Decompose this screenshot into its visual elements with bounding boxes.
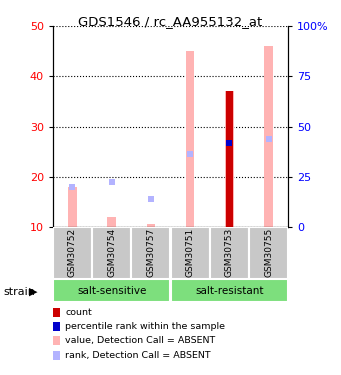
Text: GSM30753: GSM30753	[225, 228, 234, 277]
Text: ▶: ▶	[29, 287, 38, 297]
Bar	[210, 227, 249, 279]
Bar	[264, 46, 273, 227]
Text: GSM30754: GSM30754	[107, 228, 116, 277]
Text: GSM30752: GSM30752	[68, 228, 77, 277]
Text: GSM30751: GSM30751	[186, 228, 195, 277]
Bar	[171, 227, 209, 279]
Bar	[92, 227, 131, 279]
Text: GSM30755: GSM30755	[264, 228, 273, 277]
Text: GSM30757: GSM30757	[146, 228, 155, 277]
Bar	[171, 279, 288, 302]
Bar	[68, 187, 77, 227]
Bar	[53, 279, 170, 302]
Text: percentile rank within the sample: percentile rank within the sample	[65, 322, 225, 331]
Bar	[147, 224, 155, 227]
Bar	[249, 227, 288, 279]
Text: strain: strain	[3, 287, 35, 297]
Bar	[225, 92, 234, 227]
Text: salt-resistant: salt-resistant	[195, 286, 264, 296]
Bar	[226, 92, 233, 227]
Bar	[53, 227, 92, 279]
Bar	[107, 217, 116, 227]
Text: GDS1546 / rc_AA955132_at: GDS1546 / rc_AA955132_at	[78, 15, 263, 28]
Text: salt-sensitive: salt-sensitive	[77, 286, 146, 296]
Bar	[186, 51, 194, 227]
Text: rank, Detection Call = ABSENT: rank, Detection Call = ABSENT	[65, 351, 211, 360]
Bar	[132, 227, 170, 279]
Text: count: count	[65, 308, 92, 317]
Text: value, Detection Call = ABSENT: value, Detection Call = ABSENT	[65, 336, 216, 345]
